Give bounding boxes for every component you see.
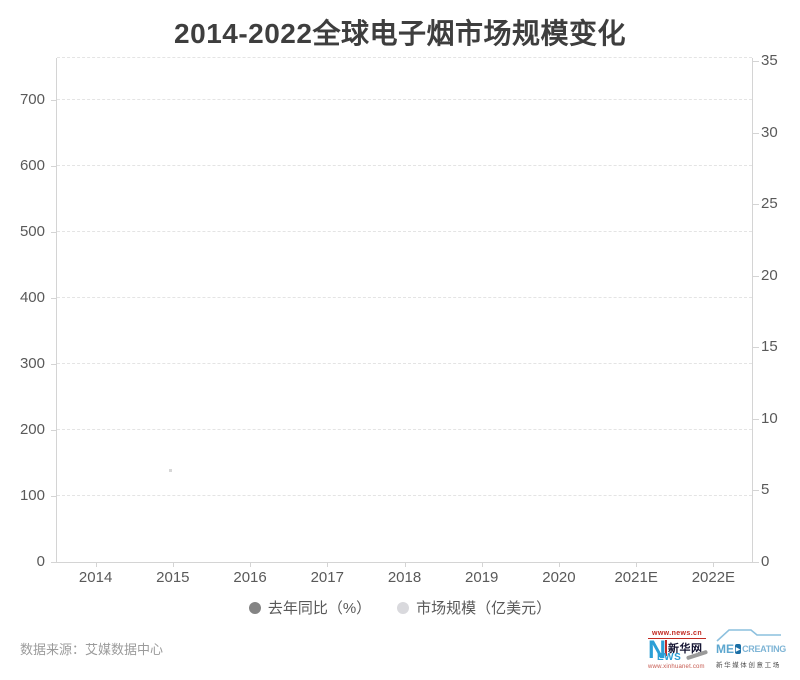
medcreating-roof-icon: [716, 629, 781, 642]
right-axis-tick: [753, 347, 759, 349]
right-axis-tick: [753, 418, 759, 420]
right-axis-tick: [753, 275, 759, 277]
x-axis-tick-label: 2014: [78, 569, 113, 586]
right-axis-tick-label: 25: [761, 195, 778, 213]
legend-marker-icon: [397, 601, 410, 614]
x-axis-tick: [172, 562, 174, 567]
x-axis-tick-label: 2022E: [691, 569, 736, 586]
legend-marker-icon: [248, 601, 261, 614]
left-axis-tick: [51, 496, 57, 497]
right-axis-tick-label: 5: [761, 481, 770, 499]
chart-title: 2014-2022全球电子烟市场规模变化: [174, 18, 626, 49]
right-axis-tick-label: 30: [761, 123, 778, 141]
right-axis-tick: [753, 562, 759, 563]
left-axis-tick: [51, 166, 57, 167]
right-axis-tick-label: 35: [761, 52, 778, 69]
left-axis-tick: [51, 562, 57, 563]
xinhuanet-name: 新华网: [665, 640, 703, 656]
gridline: [57, 57, 752, 58]
left-axis-tick-label: 300: [19, 355, 45, 372]
gridline: [57, 363, 752, 364]
left-y-axis-line: [56, 58, 57, 563]
x-axis-tick: [327, 562, 329, 567]
left-axis-tick-label: 700: [19, 91, 45, 108]
left-axis-tick-label: 200: [19, 421, 45, 438]
xinhuanet-url-top: www.news.cn: [648, 630, 706, 639]
x-axis-tick: [713, 562, 715, 567]
left-axis-tick: [51, 100, 57, 101]
data-source: 数据来源：艾媒数据中心: [20, 642, 164, 657]
gridline: [57, 99, 752, 100]
x-axis-tick-label: 2017: [310, 569, 344, 586]
gridline: [57, 231, 752, 232]
play-icon: ▶: [735, 644, 742, 654]
xinhuanet-url-bottom: www.xinhuanet.com: [648, 664, 705, 670]
right-axis-tick: [753, 204, 759, 206]
left-axis-tick-label: 500: [19, 223, 45, 240]
medcreating-logo: ME ▶ CREATING 新华媒体创意工场: [716, 628, 786, 672]
x-axis-tick: [481, 562, 483, 567]
left-axis-tick-label: 0: [36, 553, 45, 570]
right-axis-tick: [753, 61, 759, 62]
x-axis-tick-label: 2021E: [614, 569, 658, 586]
legend-item-market-size[interactable]: 市场规模（亿美元）: [397, 597, 551, 618]
plot-area: [57, 58, 752, 562]
right-axis-tick: [753, 490, 759, 492]
xinhuanet-ews: EWS: [657, 652, 682, 663]
medcreating-me: ME: [716, 642, 734, 656]
gridline: [57, 495, 752, 496]
left-axis-tick: [51, 364, 57, 365]
left-axis-tick-label: 400: [19, 289, 45, 306]
x-axis-tick: [404, 562, 406, 567]
x-axis-tick-label: 2019: [465, 569, 499, 586]
left-axis-tick: [51, 298, 57, 299]
x-axis-tick: [250, 562, 252, 567]
left-axis-tick: [51, 430, 57, 431]
right-axis-tick: [753, 132, 759, 134]
x-axis-tick-label: 2018: [387, 569, 422, 586]
legend-label: 市场规模（亿美元）: [416, 600, 552, 617]
x-axis-tick-label: 2016: [233, 569, 267, 586]
xinhuanet-logo: www.news.cn N 新华网 EWS www.xinhuanet.com: [648, 630, 712, 670]
x-axis-tick: [558, 562, 560, 567]
right-axis-tick-label: 10: [761, 409, 778, 427]
right-axis-tick-label: 20: [761, 266, 778, 284]
left-axis-tick: [51, 232, 57, 233]
legend-item-yoy[interactable]: 去年同比（%）: [248, 597, 372, 618]
legend: 去年同比（%） 市场规模（亿美元）: [0, 597, 800, 618]
x-axis-tick: [636, 562, 638, 567]
left-axis-tick-label: 600: [19, 157, 45, 174]
right-y-axis-line: [752, 58, 753, 563]
medcreating-creating: CREATING: [742, 644, 786, 654]
stray-mark: [169, 469, 172, 472]
x-axis-tick-label: 2020: [542, 569, 576, 586]
gridline: [57, 429, 752, 430]
x-axis-tick-label: 2015: [156, 569, 190, 586]
medcreating-subtitle: 新华媒体创意工场: [716, 662, 781, 669]
gridline: [57, 165, 752, 166]
left-axis-tick-label: 100: [19, 487, 45, 504]
x-axis-tick: [95, 562, 97, 567]
xinhuanet-n-icon: N: [648, 636, 667, 664]
medcreating-wordmark: ME ▶ CREATING: [716, 642, 786, 656]
right-axis-tick-label: 15: [761, 338, 778, 356]
xinhuanet-wordmark: N 新华网 EWS: [648, 636, 712, 664]
gridline: [57, 297, 752, 298]
right-axis-tick-label: 0: [761, 553, 770, 570]
legend-label: 去年同比（%）: [267, 600, 372, 617]
